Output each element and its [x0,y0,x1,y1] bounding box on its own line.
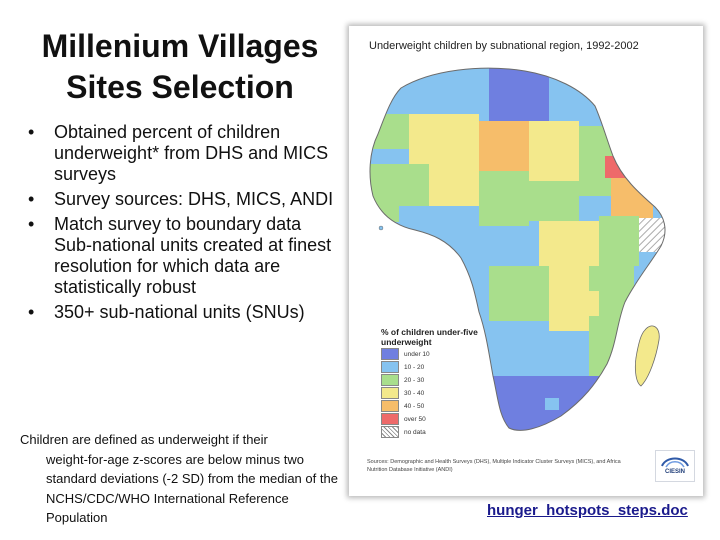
region-west-sahara [370,114,409,149]
region-libya [489,68,549,121]
ciesin-logo: CIESIN [655,450,695,482]
bullet-text: Survey sources: DHS, MICS, ANDI [54,189,334,209]
underweight-footnote: Children are defined as underweight if t… [20,430,342,528]
legend-row: no data [381,426,491,438]
legend-title: % of children under-five underweight [381,327,478,347]
region-lesotho [545,398,559,410]
region-maghreb [370,68,489,114]
map-legend: % of children under-five underweight und… [381,327,491,438]
bullet-marker: • [28,189,35,209]
legend-row: under 10 [381,348,491,360]
region-ethiopia [611,178,653,218]
bullet-item: • 350+ sub-national units (SNUs) [28,302,344,323]
region-gabon-congo [499,226,539,266]
legend-label: no data [404,428,426,436]
region-eritrea [605,156,635,178]
legend-row: 10 - 20 [381,361,491,373]
legend-swatch-no-data [381,426,399,438]
legend-swatch [381,348,399,360]
legend-swatch [381,387,399,399]
region-niger [479,121,529,171]
legend-swatch [381,361,399,373]
region-car [529,181,579,221]
region-egypt [549,68,619,126]
legend-label: 20 - 30 [404,376,425,384]
slide-title: Millenium Villages Sites Selection [20,26,340,108]
region-uganda-kenya [599,216,639,266]
africa-outline [369,67,666,431]
region-mali [409,114,479,164]
legend-row: 20 - 30 [381,374,491,386]
bullet-text: Obtained percent of children underweight… [54,122,329,184]
africa-map-graphic [369,67,666,431]
footnote-continuation: weight-for-age z-scores are below minus … [46,451,338,526]
madagascar [634,325,660,387]
legend-label: 40 - 50 [404,402,425,410]
slide-title-line-1: Millenium Villages [41,28,319,64]
region-south-africa [489,376,599,431]
bullet-item: • Match survey to boundary data Sub-natio… [28,214,344,298]
region-chad [529,121,579,181]
legend-label: 30 - 40 [404,389,425,397]
logo-text: CIESIN [664,469,685,475]
legend-swatch [381,400,399,412]
legend-row: 40 - 50 [381,400,491,412]
africa-underweight-map-panel: Underweight children by subnational regi… [349,26,703,496]
legend-label: 10 - 20 [404,363,425,371]
bullet-marker: • [28,302,35,322]
region-botswana [539,331,584,371]
region-namibia [489,321,539,376]
bullet-marker: • [28,214,35,234]
region-burkina [429,164,479,206]
island-marker [378,225,384,231]
region-mozambique [589,316,629,381]
region-nigeria [479,171,529,226]
bullet-item: • Obtained percent of children underweigh… [28,122,344,185]
bullet-marker: • [28,122,35,142]
legend-swatch [381,374,399,386]
globe-icon [661,457,689,468]
footnote-first-line: Children are defined as underweight if t… [20,432,268,447]
map-title: Underweight children by subnational regi… [369,40,639,52]
bullet-list: • Obtained percent of children underweigh… [28,122,344,327]
legend-row: 30 - 40 [381,387,491,399]
bullet-text: 350+ sub-national units (SNUs) [54,302,305,322]
legend-row: over 50 [381,413,491,425]
region-angola [489,266,549,321]
bullet-text: Match survey to boundary data Sub-nation… [54,214,332,297]
slide-title-line-2: Sites Selection [66,69,294,105]
legend-label: over 50 [404,415,426,423]
map-source-note: Sources: Demographic and Health Surveys … [367,459,621,473]
legend-swatch [381,413,399,425]
legend-label: under 10 [404,350,430,358]
bullet-item: • Survey sources: DHS, MICS, ANDI [28,189,344,210]
document-link[interactable]: hunger_hotspots_steps.doc [487,502,688,519]
